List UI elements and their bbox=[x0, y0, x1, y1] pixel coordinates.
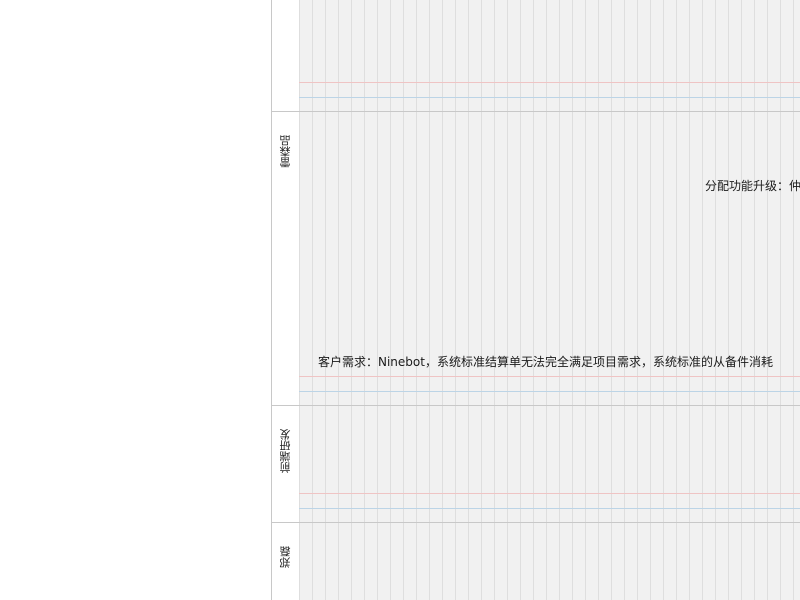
lane-blue-marker-line bbox=[299, 391, 800, 392]
lane-divider bbox=[299, 522, 800, 523]
lane-header-column: 雷森品 前端研发 郑磊 bbox=[271, 0, 300, 600]
lane-divider bbox=[299, 405, 800, 406]
lane-label: 前端研发 bbox=[279, 429, 292, 473]
lane-divider bbox=[271, 111, 299, 112]
timeline-grid[interactable]: 分配功能升级：仲 客户需求：Ninebot，系统标准结算单无法完全满足项目需求，… bbox=[299, 0, 800, 600]
lane-divider bbox=[299, 111, 800, 112]
lane-label: 郑磊 bbox=[279, 546, 292, 568]
lane-header-leisenpin[interactable]: 雷森品 bbox=[272, 111, 299, 405]
lane-blue-marker-line bbox=[299, 508, 800, 509]
lane-header-frontend-dev[interactable]: 前端研发 bbox=[272, 405, 299, 522]
lane-label: 雷森品 bbox=[279, 135, 292, 168]
task-item[interactable]: 分配功能升级：仲 bbox=[705, 179, 800, 193]
lane-divider bbox=[271, 405, 299, 406]
lane-red-marker-line bbox=[299, 493, 800, 494]
lane-blue-marker-line bbox=[299, 97, 800, 98]
lane-header-zhenglei[interactable]: 郑磊 bbox=[272, 522, 299, 600]
lane-divider bbox=[271, 522, 299, 523]
lane-red-marker-line bbox=[299, 82, 800, 83]
task-item[interactable]: 客户需求：Ninebot，系统标准结算单无法完全满足项目需求，系统标准的从备件消… bbox=[318, 355, 773, 369]
lane-red-marker-line bbox=[299, 376, 800, 377]
